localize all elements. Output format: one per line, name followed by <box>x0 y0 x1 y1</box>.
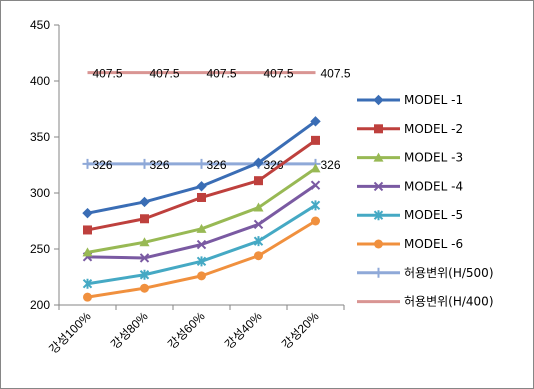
y-tick-label: 400 <box>30 74 50 88</box>
data-label: 326 <box>264 158 284 172</box>
legend-label: MODEL -5 <box>404 208 463 222</box>
point-marker <box>82 247 93 257</box>
point-marker <box>82 278 93 289</box>
series-2 <box>83 135 320 235</box>
legend-label: 허용변위(H/400) <box>404 295 494 309</box>
legend-item: 허용변위(H/500) <box>357 266 494 280</box>
point-marker <box>373 181 384 192</box>
y-tick-label: 200 <box>30 298 50 312</box>
legend-label: MODEL -6 <box>404 237 463 251</box>
series-4 <box>82 180 321 263</box>
point-marker <box>83 292 92 302</box>
legend-label: MODEL -1 <box>404 93 463 107</box>
data-label: 407.5 <box>264 67 294 81</box>
legend-label: MODEL -4 <box>404 179 463 193</box>
data-label: 407.5 <box>207 67 237 81</box>
point-marker <box>196 158 207 169</box>
point-marker <box>82 207 93 219</box>
point-marker <box>373 210 384 221</box>
point-marker <box>373 94 384 106</box>
data-label: 326 <box>207 158 227 172</box>
point-marker <box>373 267 384 278</box>
series-6 <box>83 216 320 302</box>
point-marker <box>139 237 150 247</box>
point-marker <box>253 219 264 230</box>
point-marker <box>254 251 263 261</box>
legend-item: MODEL -3 <box>357 151 463 165</box>
legend-item: MODEL -4 <box>357 179 463 193</box>
data-label: 407.5 <box>93 67 123 81</box>
point-marker <box>310 116 321 127</box>
point-marker <box>374 124 383 134</box>
data-label: 407.5 <box>150 67 180 81</box>
point-marker <box>373 152 384 162</box>
point-marker <box>139 158 150 169</box>
series-8: 407.5 407.5 407.5 407.5 407.5 <box>87 67 351 81</box>
point-marker <box>254 176 263 186</box>
point-marker <box>139 196 150 208</box>
point-marker <box>139 253 150 263</box>
series-3 <box>82 163 321 257</box>
point-marker <box>197 271 206 281</box>
point-marker <box>310 163 321 173</box>
legend-item: 허용변위(H/400) <box>357 295 494 309</box>
y-tick-label: 350 <box>30 130 50 144</box>
point-marker <box>197 192 206 202</box>
point-marker <box>253 236 264 247</box>
point-marker <box>253 157 264 168</box>
point-marker <box>83 225 92 235</box>
point-marker <box>196 239 207 250</box>
legend-item: MODEL -5 <box>357 208 463 222</box>
series-1 <box>82 116 321 219</box>
legend-item: MODEL -1 <box>357 93 463 107</box>
legend-label: MODEL -2 <box>404 122 463 136</box>
point-marker <box>196 223 207 233</box>
point-marker <box>374 239 383 249</box>
legend-item: MODEL -2 <box>357 122 463 136</box>
point-marker <box>311 135 320 145</box>
legend-item: MODEL -6 <box>357 237 463 251</box>
point-marker <box>139 269 150 280</box>
point-marker <box>310 180 321 190</box>
legend-label: 허용변위(H/500) <box>404 266 494 280</box>
point-marker <box>82 158 93 169</box>
y-tick-label: 300 <box>30 186 50 200</box>
series-7: 326 326 326 326 326 <box>82 158 341 172</box>
y-tick-label: 450 <box>30 18 50 32</box>
data-label: 326 <box>321 158 341 172</box>
y-tick-label: 250 <box>30 242 50 256</box>
point-marker <box>253 202 264 212</box>
series-5 <box>82 200 321 289</box>
point-marker <box>196 256 207 267</box>
point-marker <box>196 181 207 192</box>
data-label: 326 <box>93 158 113 172</box>
point-marker <box>140 214 149 224</box>
point-marker <box>311 216 320 226</box>
point-marker <box>140 283 149 293</box>
data-label: 407.5 <box>321 67 351 81</box>
point-marker <box>310 200 321 211</box>
legend-label: MODEL -3 <box>404 151 463 165</box>
data-label: 326 <box>150 158 170 172</box>
